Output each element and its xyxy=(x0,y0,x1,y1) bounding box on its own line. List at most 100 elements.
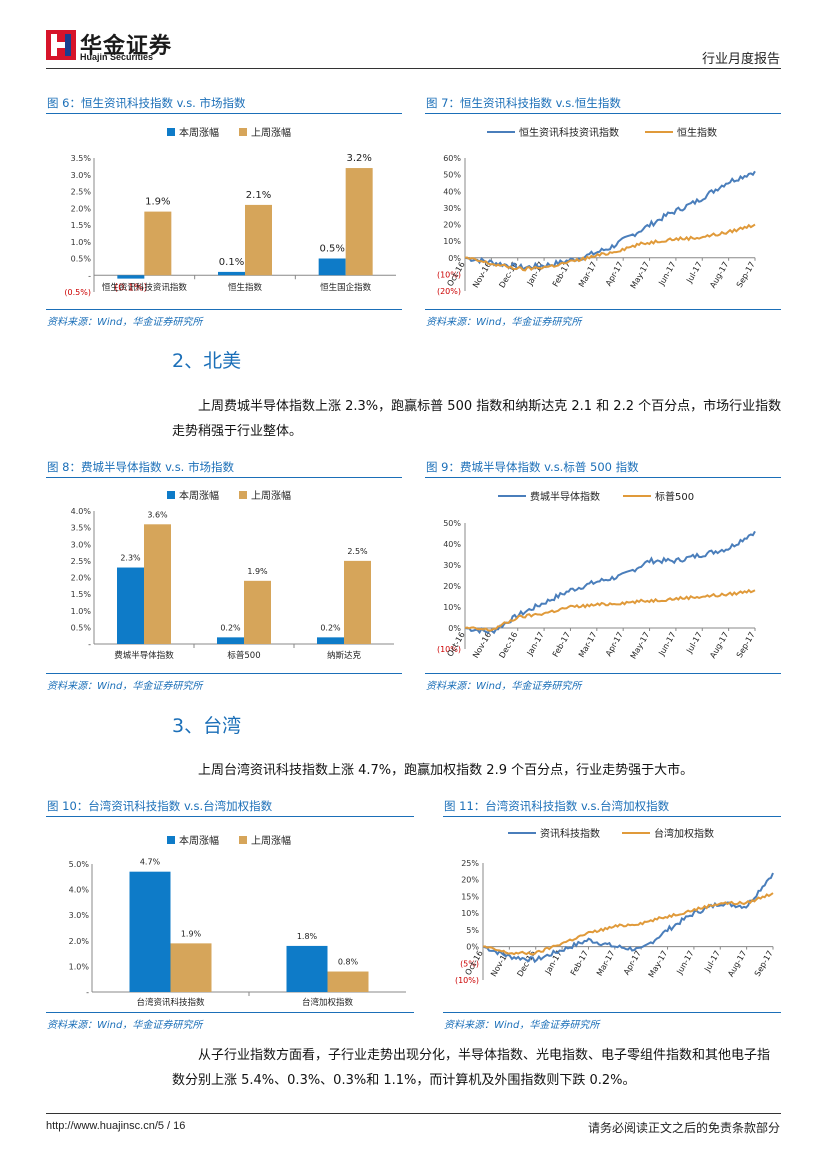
fig6-category-0: 恒生资讯科技资讯指数 xyxy=(102,282,188,293)
fig7-xtick-9: Jul-17 xyxy=(684,260,704,285)
fig8-rule xyxy=(46,477,402,478)
fig6-ytick-5: 1.0% xyxy=(71,238,92,247)
fig6-bar-1-0 xyxy=(144,211,172,276)
fig6-legend-swatch-0 xyxy=(167,128,175,136)
fig6-ytick-3: 2.0% xyxy=(71,204,92,213)
fig7-ytick-7: (10%) xyxy=(437,270,461,279)
section-taiwan-title: 3、台湾 xyxy=(172,715,242,737)
fig9-xtick-11: Sep-17 xyxy=(735,631,757,660)
header-divider xyxy=(46,68,781,69)
fig7-source: 资料来源：Wind，华金证券研究所 xyxy=(426,317,582,328)
fig11-source: 资料来源：Wind，华金证券研究所 xyxy=(444,1020,600,1031)
brand-name-en: Huajin Securities xyxy=(80,52,154,62)
fig9-legend-label-1: 标普500 xyxy=(655,490,694,503)
fig10-bar-0-0 xyxy=(129,871,171,992)
fig7-legend-label-0: 恒生资讯科技资讯指数 xyxy=(519,126,619,139)
footer-divider xyxy=(46,1113,781,1114)
fig11-series-line-1 xyxy=(482,892,774,956)
fig9-series-line-1 xyxy=(464,588,756,632)
fig8-bar-0-0 xyxy=(117,567,144,644)
fig6-data-label-0-1: 0.1% xyxy=(219,257,244,268)
fig8-ytick-6: 1.0% xyxy=(71,607,92,616)
footer-url[interactable]: http://www.huajinsc.cn/5 / 16 xyxy=(46,1120,186,1132)
fig10-legend-swatch-0 xyxy=(167,836,175,844)
fig11-series-line-0 xyxy=(482,872,774,964)
fig9-series-line-0 xyxy=(464,530,756,635)
fig8-category-2: 纳斯达克 xyxy=(327,650,362,661)
fig6-data-label-0-2: 0.5% xyxy=(319,244,344,255)
fig7-ytick-3: 30% xyxy=(443,204,461,213)
fig9-xtick-1: Nov-16 xyxy=(471,631,493,660)
fig10-rule xyxy=(46,816,414,817)
fig10-legend-label-0: 本周涨幅 xyxy=(179,834,219,847)
fig8-chart: 本周涨幅 上周涨幅 4.0% 3.5% 3.0% 2.5% 2.0% 1.5% 1.0% 0.5%… xyxy=(71,489,394,661)
footer-disclaimer: 请务必阅读正文之后的免责条款部分 xyxy=(587,1121,780,1135)
fig8-source: 资料来源：Wind，华金证券研究所 xyxy=(47,681,203,692)
fig11-xtick-6: Apr-17 xyxy=(622,949,643,976)
fig11-xtick-7: May-17 xyxy=(647,949,670,979)
fig9-legend-label-0: 费城半导体指数 xyxy=(530,490,600,503)
fig8-ytick-3: 2.5% xyxy=(71,557,92,566)
subsector-text: 从子行业指数方面看，子行业走势出现分化，半导体指数、光电指数、电子零组件指数和其… xyxy=(172,1048,771,1088)
fig11-foot-rule xyxy=(443,1012,781,1013)
fig8-data-label-0-1: 0.2% xyxy=(220,623,241,632)
fig8-data-label-1-1: 1.9% xyxy=(247,567,268,576)
fig11-xtick-10: Aug-17 xyxy=(726,949,748,978)
fig11-title: 图 11：台湾资讯科技指数 v.s.台湾加权指数 xyxy=(444,799,670,813)
fig11-xtick-9: Jul-17 xyxy=(702,949,722,974)
fig8-data-label-0-2: 0.2% xyxy=(320,623,341,632)
fig9-xtick-6: Apr-17 xyxy=(604,631,625,658)
fig7-ytick-5: 10% xyxy=(443,237,461,246)
fig7-xtick-10: Aug-17 xyxy=(708,260,730,289)
fig9-ytick-3: 20% xyxy=(443,582,461,591)
fig7-ytick-6: 0% xyxy=(448,254,461,263)
fig6-title: 图 6：恒生资讯科技指数 v.s. 市场指数 xyxy=(47,96,246,110)
fig8-ytick-5: 1.5% xyxy=(71,590,92,599)
fig6-ytick-7: - xyxy=(88,271,91,280)
fig8-ytick-4: 2.0% xyxy=(71,574,92,583)
fig9-xtick-5: Mar-17 xyxy=(577,631,599,659)
fig9-xtick-7: May-17 xyxy=(629,631,652,661)
fig11-ytick-6: (5%) xyxy=(460,959,479,968)
fig10-category-0: 台湾资讯科技指数 xyxy=(136,997,205,1008)
fig8-ytick-8: - xyxy=(88,640,91,649)
fig6-rule xyxy=(46,113,402,114)
fig10-title: 图 10：台湾资讯科技指数 v.s.台湾加权指数 xyxy=(47,799,273,813)
fig6-category-2: 恒生国企指数 xyxy=(320,282,372,293)
fig11-xtick-5: Mar-17 xyxy=(595,949,617,977)
fig9-chart: 费城半导体指数 标普50050%40%30%20%10%0%(10%)Oct-16… xyxy=(437,490,757,661)
fig7-xtick-8: Jun-17 xyxy=(657,260,678,288)
fig6-bar-0-1 xyxy=(218,271,245,276)
fig11-ytick-1: 20% xyxy=(461,876,479,885)
fig8-legend-label-1: 上周涨幅 xyxy=(251,489,291,502)
fig9-ytick-2: 30% xyxy=(443,561,461,570)
fig7-series-line-1 xyxy=(464,223,756,272)
fig9-rule xyxy=(425,477,781,478)
fig10-bar-1-0 xyxy=(170,943,212,992)
fig7-xtick-5: Mar-17 xyxy=(577,260,599,288)
fig8-category-1: 标普500 xyxy=(227,650,260,661)
fig11-rule xyxy=(443,816,781,817)
fig7-rule xyxy=(425,113,781,114)
fig9-source: 资料来源：Wind，华金证券研究所 xyxy=(426,681,582,692)
fig11-ytick-4: 5% xyxy=(466,926,479,935)
fig8-title: 图 8：费城半导体指数 v.s. 市场指数 xyxy=(47,460,234,474)
fig7-xtick-11: Sep-17 xyxy=(735,260,757,289)
fig6-data-label-1-1: 2.1% xyxy=(246,190,271,201)
huajin-logo-icon xyxy=(46,30,76,60)
fig6-ytick-8: (0.5%) xyxy=(64,288,91,297)
fig8-ytick-7: 0.5% xyxy=(71,623,92,632)
fig6-ytick-2: 2.5% xyxy=(71,188,92,197)
fig9-foot-rule xyxy=(425,673,781,674)
fig8-bar-1-0 xyxy=(144,524,171,644)
section-north-america-title: 2、北美 xyxy=(172,350,242,372)
fig10-ytick-2: 3.0% xyxy=(69,911,90,920)
fig6-legend-label-1: 上周涨幅 xyxy=(251,126,291,139)
fig6-data-label-1-2: 3.2% xyxy=(346,153,371,164)
fig9-ytick-4: 10% xyxy=(443,603,461,612)
fig7-ytick-8: (20%) xyxy=(437,287,461,296)
fig10-category-1: 台湾加权指数 xyxy=(302,997,354,1008)
section-taiwan-text: 上周台湾资讯科技指数上涨 4.7%，跑赢加权指数 2.9 个百分点，行业走势强于… xyxy=(198,763,694,778)
fig10-data-label-0-0: 4.7% xyxy=(140,858,161,867)
fig8-bar-0-1 xyxy=(217,637,244,644)
